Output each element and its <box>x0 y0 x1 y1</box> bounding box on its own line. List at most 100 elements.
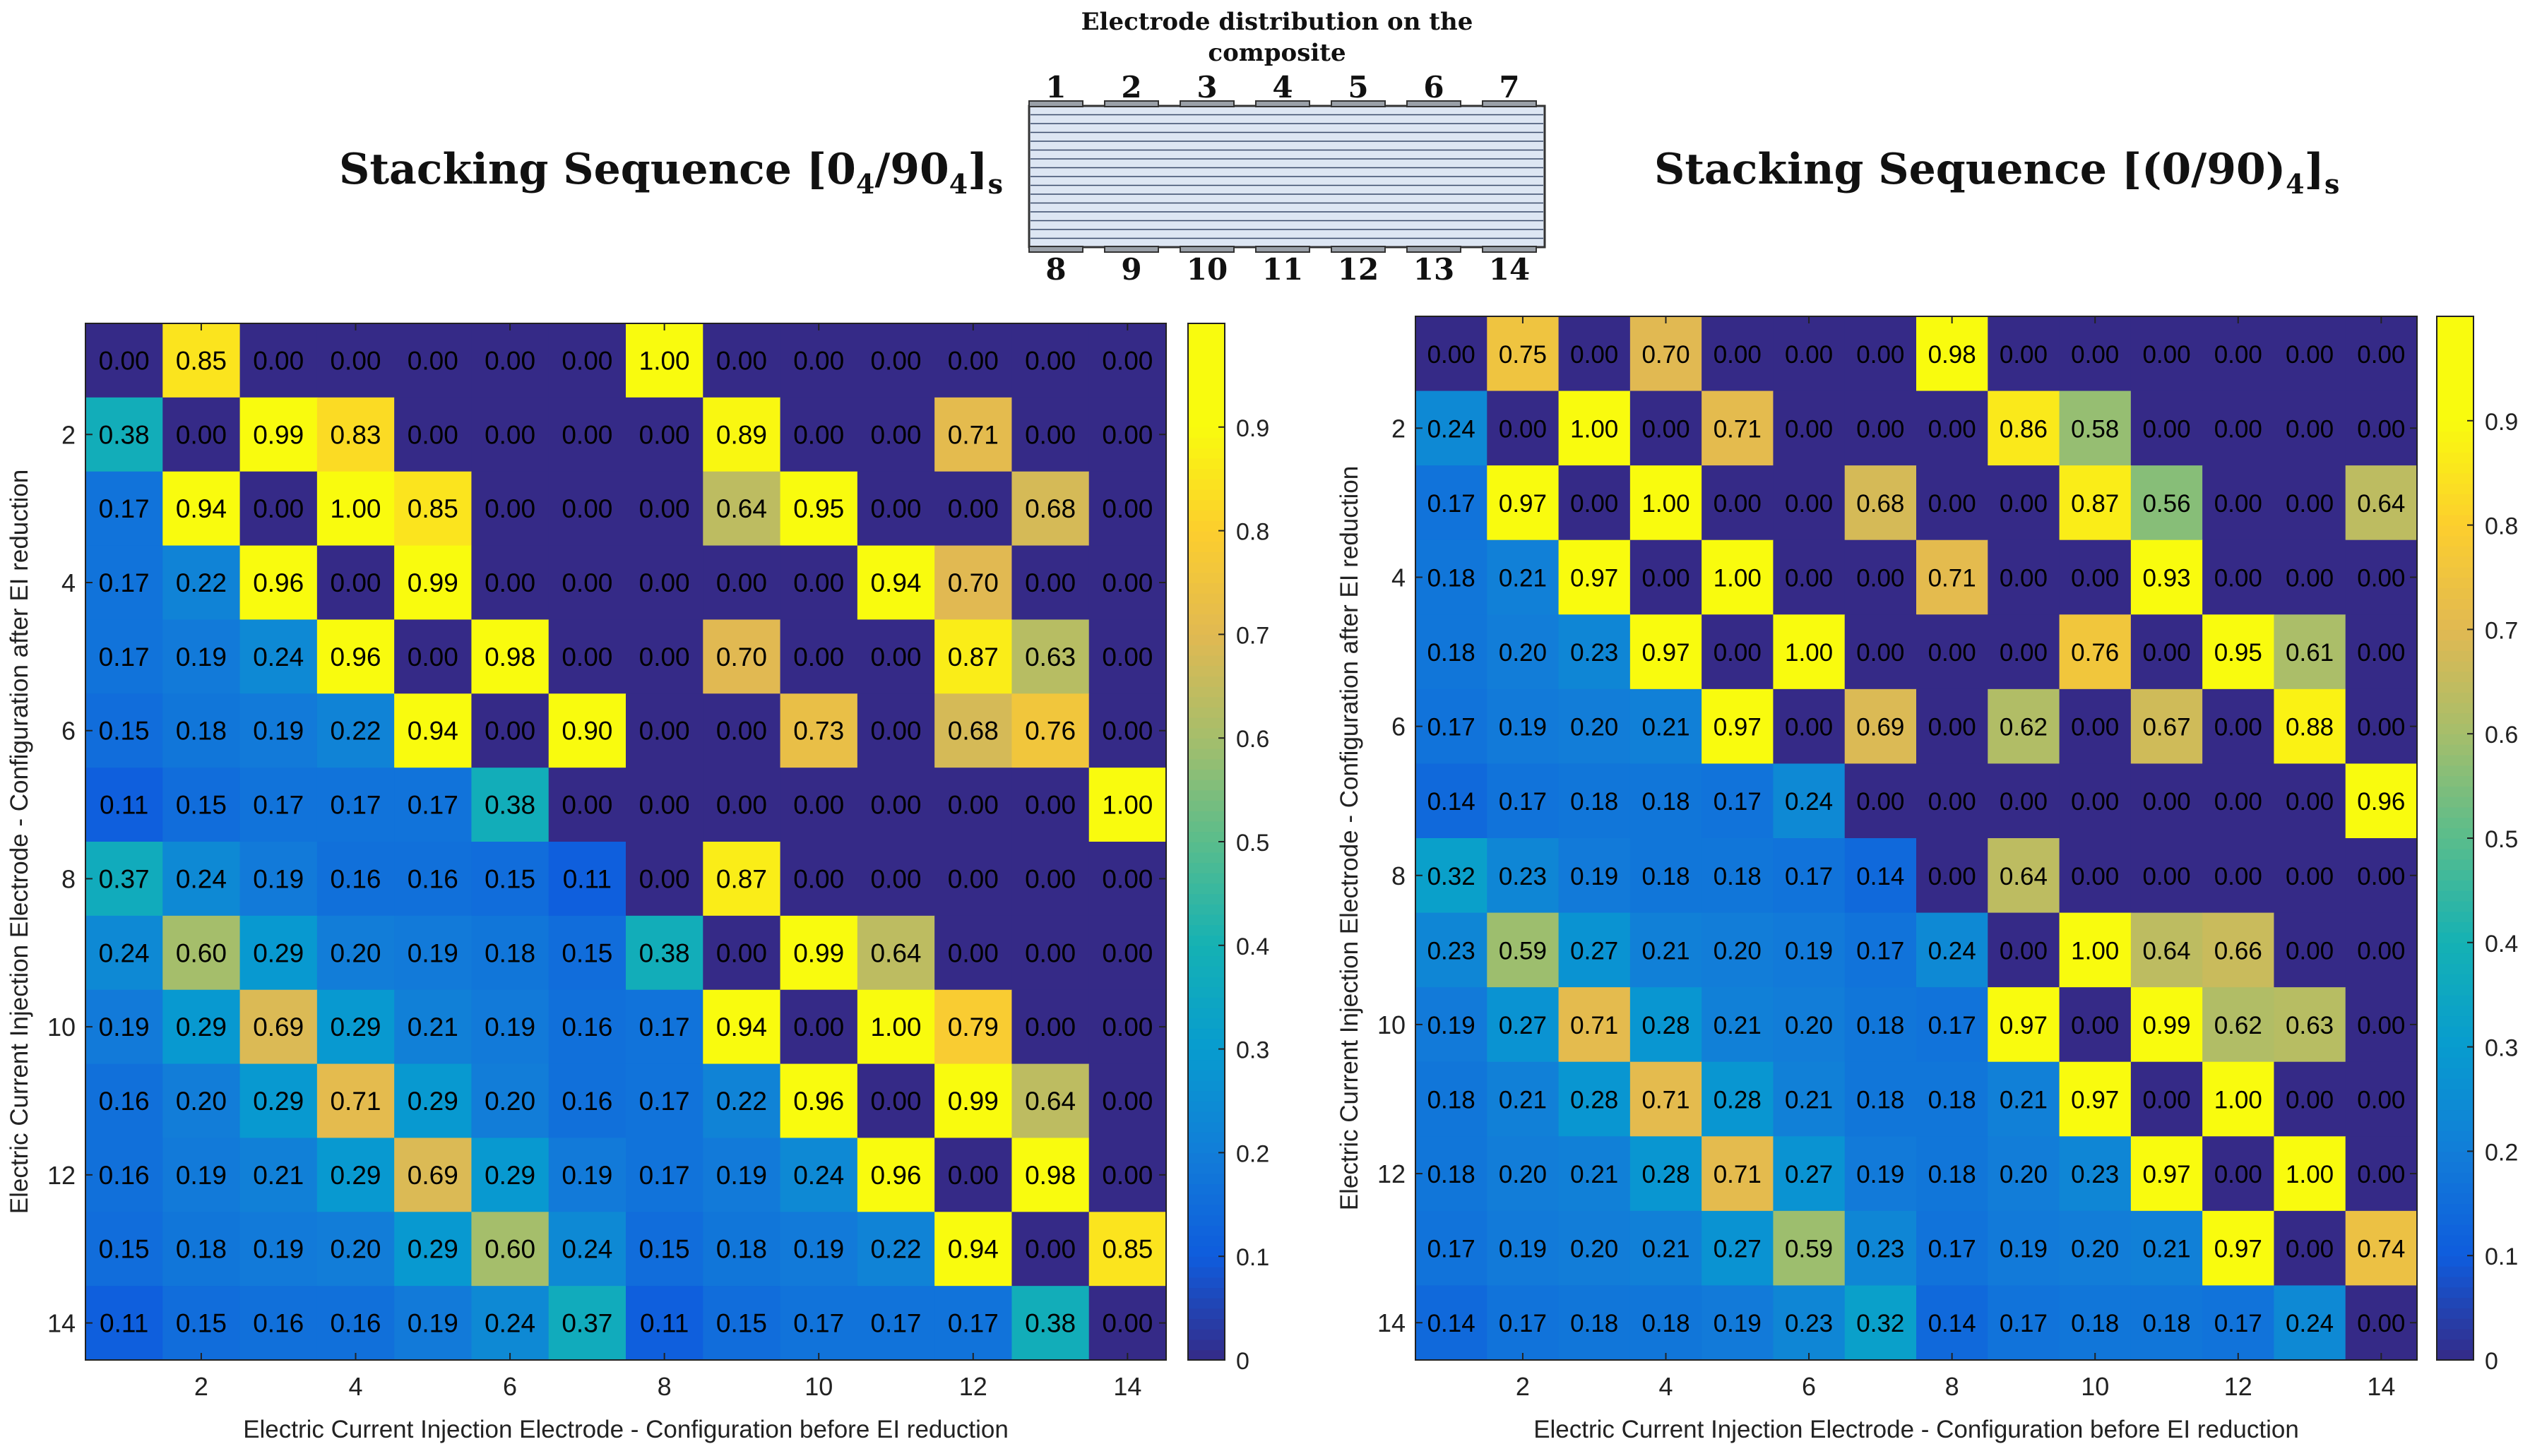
heatmap-cell-value: 0.14 <box>1427 1310 1475 1337</box>
heatmap-cell-value: 0.20 <box>176 1087 227 1116</box>
heatmap-cell-value: 0.76 <box>1025 717 1076 746</box>
electrode-label-top: 3 <box>1196 70 1217 105</box>
colorbar-segment <box>1188 1028 1225 1039</box>
colorbar-segment <box>2437 1162 2473 1173</box>
heatmap-cell <box>1844 688 1917 765</box>
heatmap-cell-value: 0.69 <box>253 1013 304 1042</box>
heatmap-cell-value: 0.28 <box>1714 1087 1762 1114</box>
heatmap-cell <box>2345 1061 2418 1137</box>
diagram-title-line2: composite <box>1208 39 1346 67</box>
heatmap-cell <box>780 915 858 991</box>
colorbar-segment <box>2437 942 2473 954</box>
colorbar-segment <box>2437 1214 2473 1225</box>
heatmap-cell-value: 0.18 <box>1427 565 1475 592</box>
heatmap-cell <box>1487 316 1560 392</box>
colorbar-segment <box>1188 748 1225 760</box>
electrode-pad-bottom <box>1482 246 1537 253</box>
heatmap-cell <box>2202 912 2275 988</box>
heatmap-cell <box>780 1286 858 1361</box>
heatmap-cell <box>1701 1210 1774 1287</box>
heatmap-cell-value: 0.00 <box>408 420 458 449</box>
heatmap-cell-value: 0.24 <box>485 1309 535 1338</box>
colorbar-segment <box>1188 810 1225 822</box>
heatmap-cell-value: 0.00 <box>1856 415 1904 443</box>
heatmap-cell-value: 0.00 <box>99 346 150 375</box>
heatmap-cell <box>1088 545 1167 621</box>
heatmap-cell-value: 0.00 <box>2071 788 2119 816</box>
colorbar-segment <box>1188 1132 1225 1143</box>
colorbar-tick-label: 0.1 <box>2485 1243 2518 1270</box>
colorbar-segment <box>2437 953 2473 965</box>
heatmap-cell <box>1629 1061 1702 1137</box>
heatmap-cell <box>85 1138 163 1212</box>
colorbar-segment <box>1188 655 1225 667</box>
heatmap-cell-value: 0.00 <box>639 717 690 746</box>
heatmap-cell <box>934 397 1013 472</box>
heatmap-cell <box>1558 987 1631 1063</box>
heatmap-cell-value: 0.22 <box>176 568 227 597</box>
colorbar-segment <box>2437 723 2473 734</box>
electrode-pad-bottom <box>1028 246 1083 253</box>
heatmap-cell-value: 0.18 <box>716 1235 767 1264</box>
colorbar-segment <box>1188 1018 1225 1030</box>
heatmap-cell <box>857 1286 935 1361</box>
colorbar-tick-label: 0.6 <box>2485 722 2518 748</box>
heatmap-cell-value: 0.70 <box>948 568 999 597</box>
heatmap-cell <box>1701 763 1774 839</box>
heatmap-cell <box>1629 614 1702 690</box>
heatmap-cell-value: 0.96 <box>330 643 381 672</box>
colorbar-segment <box>2437 838 2473 849</box>
colorbar-segment <box>2437 984 2473 996</box>
heatmap-cell <box>2202 763 2275 839</box>
heatmap-cell <box>316 989 395 1065</box>
heatmap-cell-value: 0.00 <box>1102 1161 1153 1190</box>
heatmap-cell-value: 0.97 <box>1499 490 1547 518</box>
electrode-pad-top <box>1406 100 1461 107</box>
colorbar-segment <box>1188 1339 1225 1351</box>
heatmap-cell <box>471 397 550 472</box>
colorbar-tick-label: 0.7 <box>2485 617 2518 644</box>
heatmap-cell <box>1088 619 1167 694</box>
colorbar-segment <box>1188 686 1225 698</box>
heatmap-cell <box>1487 838 1560 914</box>
heatmap-cell <box>548 1063 626 1139</box>
heatmap-cell <box>1916 539 1988 615</box>
heatmap-cell <box>1487 1210 1560 1287</box>
colorbar-segment <box>2437 692 2473 703</box>
electrode-pad-top <box>1104 100 1159 107</box>
heatmap-cell <box>703 323 781 398</box>
heatmap-cell-value: 0.17 <box>1499 1310 1547 1337</box>
heatmap-cell-value: 0.00 <box>870 791 921 820</box>
heatmap-cell-value: 0.94 <box>870 568 921 597</box>
heatmap-cell-value: 0.18 <box>176 1235 227 1264</box>
heatmap-cell-value: 0.21 <box>1641 1236 1689 1263</box>
heatmap-cell <box>1415 316 1487 392</box>
heatmap-cell-value: 0.00 <box>1928 639 1976 667</box>
heatmap-cell <box>626 915 703 991</box>
heatmap-cell-value: 0.70 <box>1641 341 1689 369</box>
bottom-electrodes: 8 9 10 11 12 13 14 <box>1028 246 1537 287</box>
electrode-pad-bottom <box>1331 246 1386 253</box>
electrode-label-bottom: 9 <box>1121 252 1141 287</box>
heatmap-cell <box>1916 390 1988 466</box>
heatmap-cell <box>316 397 395 472</box>
heatmap-cell-value: 0.00 <box>1025 791 1076 820</box>
heatmap-cell-value: 0.71 <box>1570 1012 1618 1039</box>
colorbar-segment <box>2437 1255 2473 1267</box>
heatmap-cell <box>2059 465 2132 541</box>
heatmap-cell <box>780 397 858 472</box>
colorbar-segment <box>2437 806 2473 818</box>
colorbar-segment <box>1188 375 1225 386</box>
heatmap-cell <box>626 323 703 398</box>
heatmap-cell <box>1487 390 1560 466</box>
heatmap-cell <box>548 545 626 621</box>
heatmap-cell <box>2059 614 2132 690</box>
heatmap-cell-value: 0.00 <box>1427 341 1475 369</box>
heatmap-cell-value: 0.20 <box>2071 1236 2119 1263</box>
heatmap-cell <box>1701 539 1774 615</box>
heatmap-cell-value: 0.00 <box>2214 788 2262 816</box>
heatmap-cell-value: 0.14 <box>1928 1310 1976 1337</box>
heatmap-cell <box>548 989 626 1065</box>
heatmap-cell-value: 0.19 <box>99 1013 150 1042</box>
heatmap-cell-value: 0.94 <box>948 1235 999 1264</box>
